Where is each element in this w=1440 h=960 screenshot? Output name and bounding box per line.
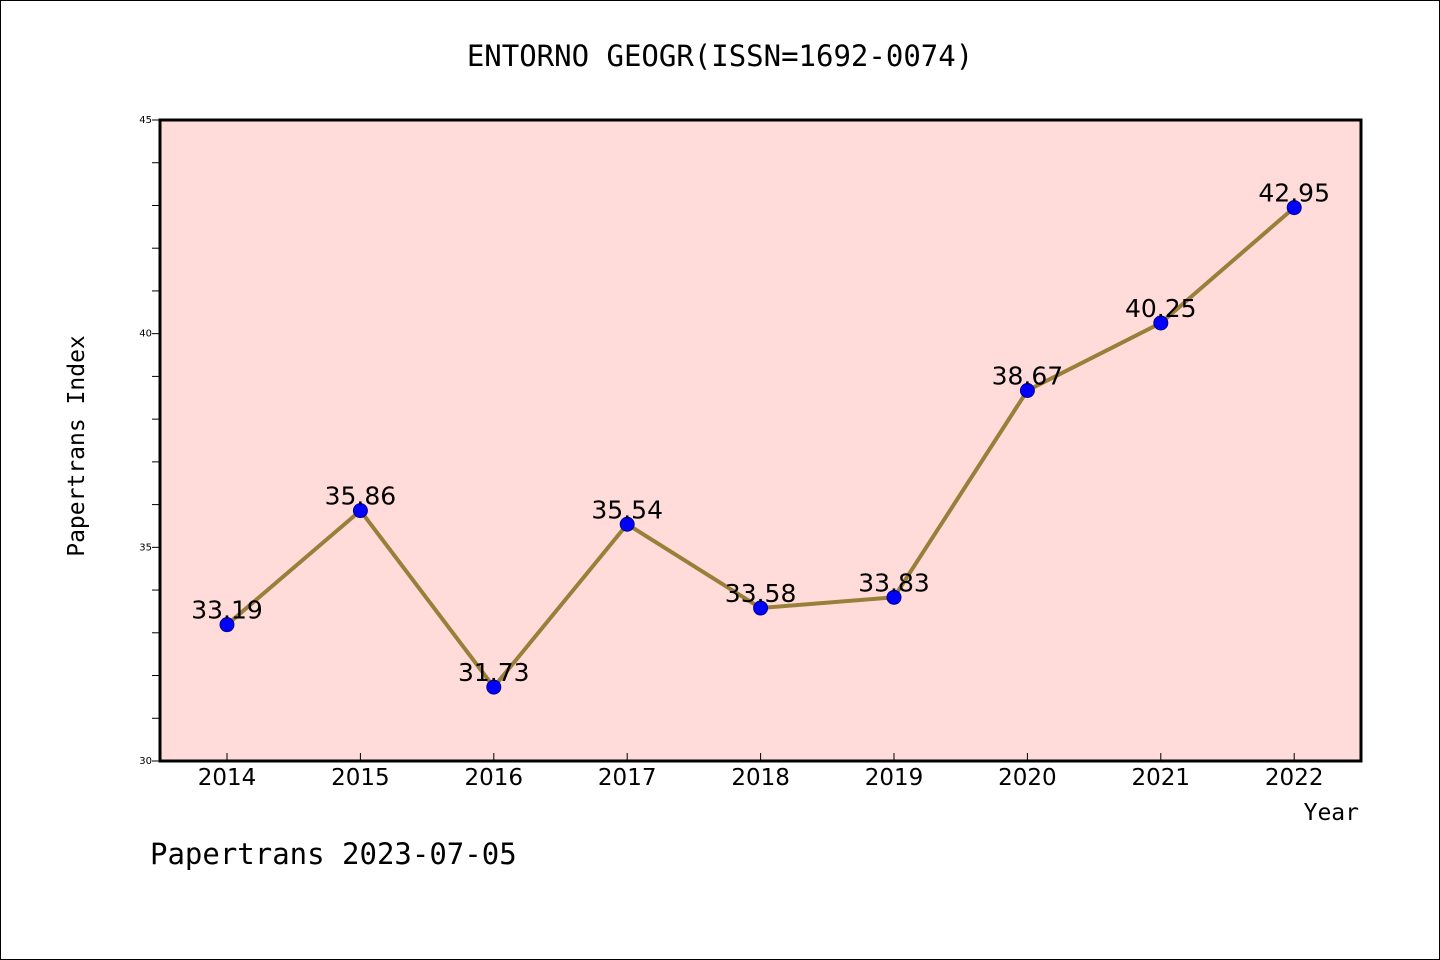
y-tick-label: 35 (139, 542, 152, 553)
y-axis-label: Papertrans Index (64, 335, 90, 557)
x-axis-label: Year (1304, 800, 1359, 826)
data-point (1286, 200, 1302, 216)
data-label: 42.95 (1258, 179, 1330, 208)
data-label: 31.73 (458, 658, 530, 687)
data-point (352, 503, 368, 519)
data-point (486, 679, 502, 695)
y-tick-label: 40 (139, 329, 152, 340)
y-tick-label: 45 (139, 115, 152, 126)
data-label: 40.25 (1125, 294, 1197, 323)
x-tick-label: 2015 (331, 765, 390, 791)
series-markers (219, 200, 1302, 695)
plot-area (158, 118, 1363, 763)
data-point (219, 617, 235, 633)
x-axis: 2014 2015 2016 2017 2018 2019 2020 2021 2022 (198, 753, 1324, 791)
data-label: 38.67 (992, 362, 1064, 391)
footer-credit: Papertrans 2023-07-05 (150, 837, 517, 871)
data-label: 33.58 (725, 579, 797, 608)
data-label: 33.83 (858, 568, 930, 597)
data-point (1153, 315, 1169, 331)
data-label: 35.54 (591, 495, 663, 524)
x-tick-label: 2021 (1132, 765, 1191, 791)
chart-title: ENTORNO GEOGR(ISSN=1692-0074) (467, 39, 973, 73)
x-tick-label: 2016 (465, 765, 524, 791)
y-axis: 30 35 40 45 (139, 115, 160, 767)
data-point (619, 516, 635, 532)
data-labels: 33.19 35.86 31.73 35.54 33.58 33.83 38.67 40.25… (191, 179, 1330, 687)
data-point (886, 589, 902, 605)
data-point (753, 600, 769, 616)
data-label: 35.86 (325, 482, 397, 511)
data-label: 33.19 (191, 596, 263, 625)
x-tick-label: 2020 (998, 765, 1057, 791)
x-tick-label: 2019 (865, 765, 924, 791)
data-point (1019, 383, 1035, 399)
x-tick-label: 2018 (731, 765, 790, 791)
x-tick-label: 2014 (198, 765, 257, 791)
x-tick-label: 2022 (1265, 765, 1324, 791)
x-tick-label: 2017 (598, 765, 657, 791)
y-tick-label: 30 (139, 756, 152, 767)
